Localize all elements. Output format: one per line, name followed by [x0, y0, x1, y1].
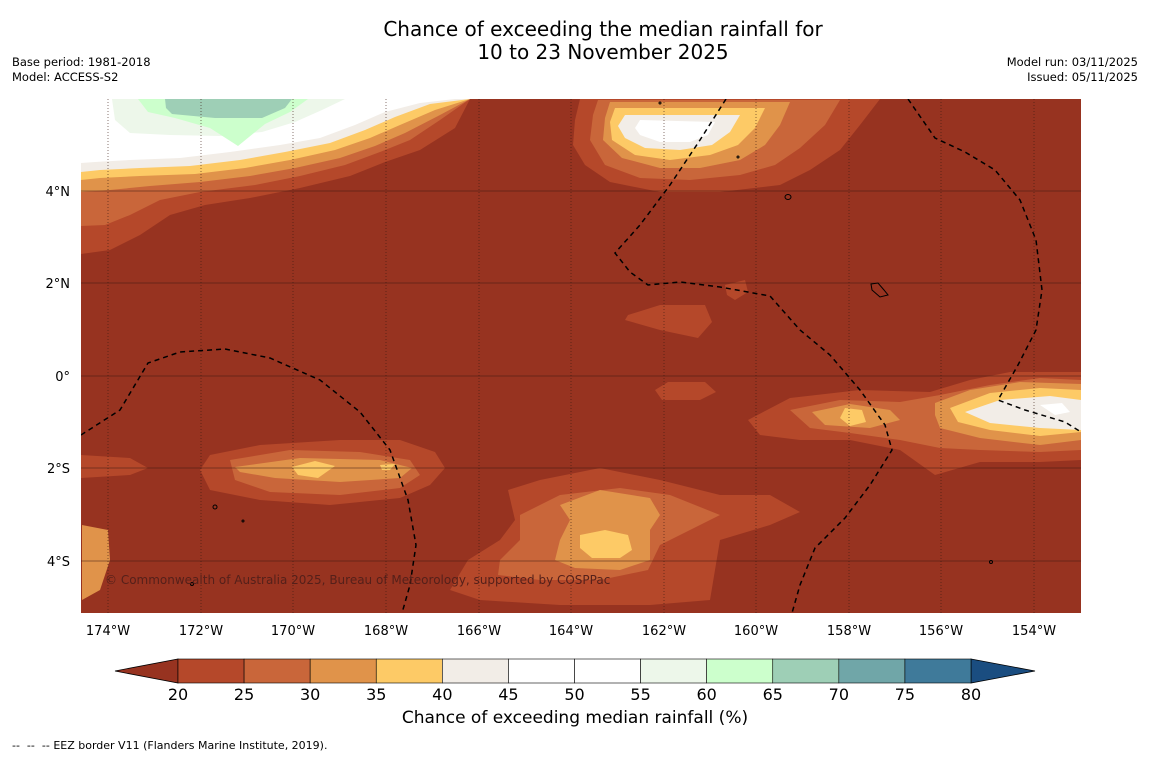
- lat-label: 4°S: [47, 555, 70, 570]
- colorbar-tick-label: 35: [366, 685, 386, 704]
- island-outline: [658, 101, 662, 105]
- island-outline: [190, 582, 194, 586]
- colorbar-over-arrow: [970, 658, 1036, 684]
- colorbar-tick-label: 50: [564, 685, 584, 704]
- base-period-label: Base period: 1981-2018: [12, 55, 151, 69]
- lon-label: 174°W: [86, 624, 130, 639]
- colorbar-tick-label: 70: [829, 685, 849, 704]
- colorbar-segment: [243, 658, 311, 684]
- lat-label: 2°S: [47, 462, 70, 477]
- footnote: -- -- -- EEZ border V11 (Flanders Marine…: [12, 739, 327, 752]
- copyright-text: © Commonwealth of Australia 2025, Bureau…: [105, 573, 610, 587]
- lon-label: 160°W: [734, 624, 778, 639]
- colorbar-segment: [309, 658, 377, 684]
- lon-label: 164°W: [549, 624, 593, 639]
- colorbar-segment: [177, 658, 245, 684]
- lon-label: 158°W: [827, 624, 871, 639]
- title-line-2: 10 to 23 November 2025: [477, 40, 729, 64]
- map-panel: © Commonwealth of Australia 2025, Bureau…: [81, 99, 1081, 613]
- colorbar-segment: [574, 658, 641, 684]
- colorbar-segment: [508, 658, 575, 684]
- colorbar-segment: [904, 658, 972, 684]
- island-outline: [736, 155, 740, 159]
- island-outline: [241, 519, 245, 523]
- meta-left: Base period: 1981-2018 Model: ACCESS-S2: [12, 55, 151, 85]
- island-outline: [212, 504, 218, 510]
- colorbar-segment: [442, 658, 509, 684]
- colorbar-tick-label: 45: [498, 685, 518, 704]
- colorbar-tick-label: 40: [432, 685, 452, 704]
- lat-label: 0°: [55, 370, 70, 385]
- contour-region-equatorial: [625, 280, 748, 400]
- lon-label: 156°W: [919, 624, 963, 639]
- colorbar: 20 25 30 35 40 45 50 55 60 65 70 75 80: [114, 658, 1036, 704]
- colorbar-ticks: 20 25 30 35 40 45 50 55 60 65 70 75 80: [168, 685, 981, 704]
- lon-label: 162°W: [642, 624, 686, 639]
- colorbar-segment: [640, 658, 707, 684]
- colorbar-segment: [375, 658, 443, 684]
- meta-right: Model run: 03/11/2025 Issued: 05/11/2025: [1007, 55, 1138, 85]
- eez-border-central: [614, 99, 893, 613]
- issued-label: Issued: 05/11/2025: [1027, 70, 1138, 84]
- lon-label: 166°W: [457, 624, 501, 639]
- lat-label: 2°N: [46, 277, 71, 292]
- island-outline: [784, 194, 792, 200]
- lon-label: 168°W: [364, 624, 408, 639]
- lon-label: 170°W: [271, 624, 315, 639]
- colorbar-tick-label: 65: [763, 685, 783, 704]
- axis-labels: 4°N 2°N 0° 2°S 4°S 174°W 172°W 170°W 168…: [46, 185, 1057, 639]
- colorbar-tick-label: 80: [961, 685, 981, 704]
- eez-border-west: [81, 348, 417, 613]
- colorbar-tick-label: 75: [895, 685, 915, 704]
- colorbar-segment: [706, 658, 774, 684]
- eez-borders: [81, 99, 1081, 613]
- islands: [190, 101, 993, 586]
- colorbar-segment: [838, 658, 906, 684]
- contour-region-east: [748, 372, 1081, 475]
- model-label: Model: ACCESS-S2: [12, 70, 119, 84]
- footnote-text: EEZ border V11 (Flanders Marine Institut…: [53, 739, 328, 752]
- island-outline: [989, 560, 993, 564]
- colorbar-tick-label: 60: [696, 685, 716, 704]
- chart-title: Chance of exceeding the median rainfall …: [300, 18, 906, 64]
- contour-region-northwest: [81, 99, 470, 254]
- colorbar-under-arrow: [114, 658, 179, 684]
- colorbar-tick-label: 25: [234, 685, 254, 704]
- lon-label: 172°W: [179, 624, 223, 639]
- lon-label: 154°W: [1012, 624, 1056, 639]
- grid-lines: [81, 99, 1081, 613]
- eez-border-east: [907, 99, 1081, 433]
- colorbar-tick-label: 20: [168, 685, 188, 704]
- model-run-label: Model run: 03/11/2025: [1006, 55, 1138, 69]
- contour-region-south-central: [82, 468, 800, 605]
- island-outline: [870, 282, 889, 298]
- colorbar-segments: [177, 658, 972, 684]
- contour-region-southwest: [81, 440, 445, 505]
- colorbar-tick-label: 55: [630, 685, 650, 704]
- colorbar-segment: [772, 658, 840, 684]
- contour-region-north-central: [573, 99, 880, 192]
- colorbar-title: Chance of exceeding median rainfall (%): [401, 708, 749, 728]
- colorbar-tick-label: 30: [300, 685, 320, 704]
- title-line-1: Chance of exceeding the median rainfall …: [383, 17, 823, 41]
- lat-label: 4°N: [46, 185, 71, 200]
- footnote-dash-legend: -- -- --: [12, 739, 50, 752]
